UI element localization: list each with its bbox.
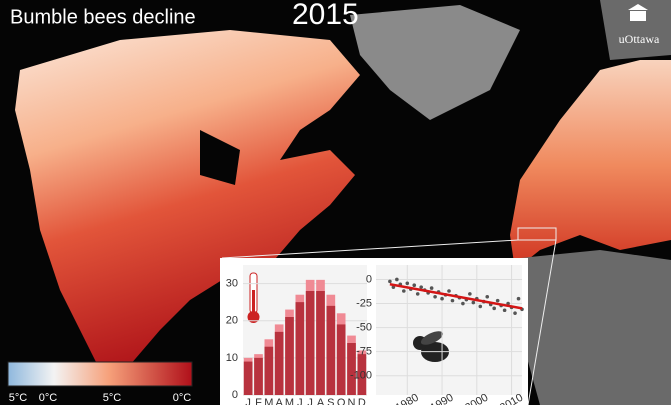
bar (316, 291, 325, 395)
bar (274, 331, 284, 395)
y-tick-label: 10 (226, 352, 238, 364)
x-tick-label: N (348, 397, 356, 405)
x-tick-label: M (264, 397, 273, 405)
point (461, 301, 465, 306)
point (516, 296, 521, 301)
point (412, 283, 417, 288)
bar (264, 346, 274, 395)
colorbar (7, 361, 193, 387)
point (468, 292, 472, 296)
point (388, 279, 392, 284)
title: Bumble bees decline (10, 6, 196, 28)
scandinavia-north (600, 0, 671, 60)
point (495, 298, 500, 303)
point (415, 292, 420, 296)
point (402, 289, 406, 293)
point (492, 306, 496, 311)
point (395, 277, 399, 282)
x-tick-label: A (275, 397, 283, 405)
point (513, 311, 517, 315)
x-tick-label: J (297, 397, 303, 405)
x-tick-label: F (255, 397, 262, 405)
bar (347, 343, 356, 395)
x-tick-label: O (337, 397, 346, 405)
legend-label: 5°C (9, 392, 28, 404)
point (450, 298, 455, 303)
north-america (15, 30, 360, 370)
x-tick-label: D (358, 397, 366, 405)
bar (326, 305, 336, 395)
x-tick-label: J (307, 397, 313, 405)
greenland (350, 5, 520, 120)
x-tick-label: J (245, 397, 251, 405)
point (478, 304, 483, 309)
y-tick-label: -50 (356, 321, 372, 333)
x-tick-label: A (317, 397, 325, 405)
legend-label: 0°C (173, 392, 192, 404)
bar-plot-area (243, 265, 367, 395)
zoom-box (517, 227, 557, 241)
y-tick-label: 20 (226, 315, 238, 327)
point (440, 296, 444, 301)
point (405, 281, 410, 286)
point (485, 294, 490, 299)
point (471, 300, 476, 305)
y-tick-label: 30 (226, 277, 238, 289)
africa (500, 250, 671, 405)
bar (357, 354, 367, 395)
legend-label: 5°C (103, 392, 122, 404)
bar (243, 361, 253, 395)
y-tick-label: -25 (356, 297, 372, 309)
point (419, 285, 423, 289)
bar (254, 357, 263, 395)
year: 2015 (292, 0, 359, 31)
bar (336, 324, 346, 395)
bar (305, 291, 315, 395)
logo-text: uOttawa (619, 32, 660, 46)
y-tick-label: -100 (350, 370, 372, 382)
thermometer (247, 272, 260, 323)
y-tick-label: 0 (232, 389, 238, 401)
point (433, 294, 437, 299)
x-tick-label: S (327, 397, 334, 405)
connector (221, 239, 519, 259)
connector (527, 239, 557, 405)
legend-label: 0°C (39, 392, 58, 404)
bar (295, 302, 305, 395)
point (429, 286, 434, 290)
hudson-bay (200, 130, 240, 185)
trend-line (389, 283, 523, 310)
y-tick-label: -75 (356, 346, 372, 358)
europe (510, 60, 671, 270)
x-tick-label: M (285, 397, 294, 405)
point (447, 289, 451, 293)
y-tick-label: 0 (366, 273, 372, 285)
point (502, 308, 507, 313)
bar (285, 317, 294, 395)
logo-icon (628, 4, 648, 21)
